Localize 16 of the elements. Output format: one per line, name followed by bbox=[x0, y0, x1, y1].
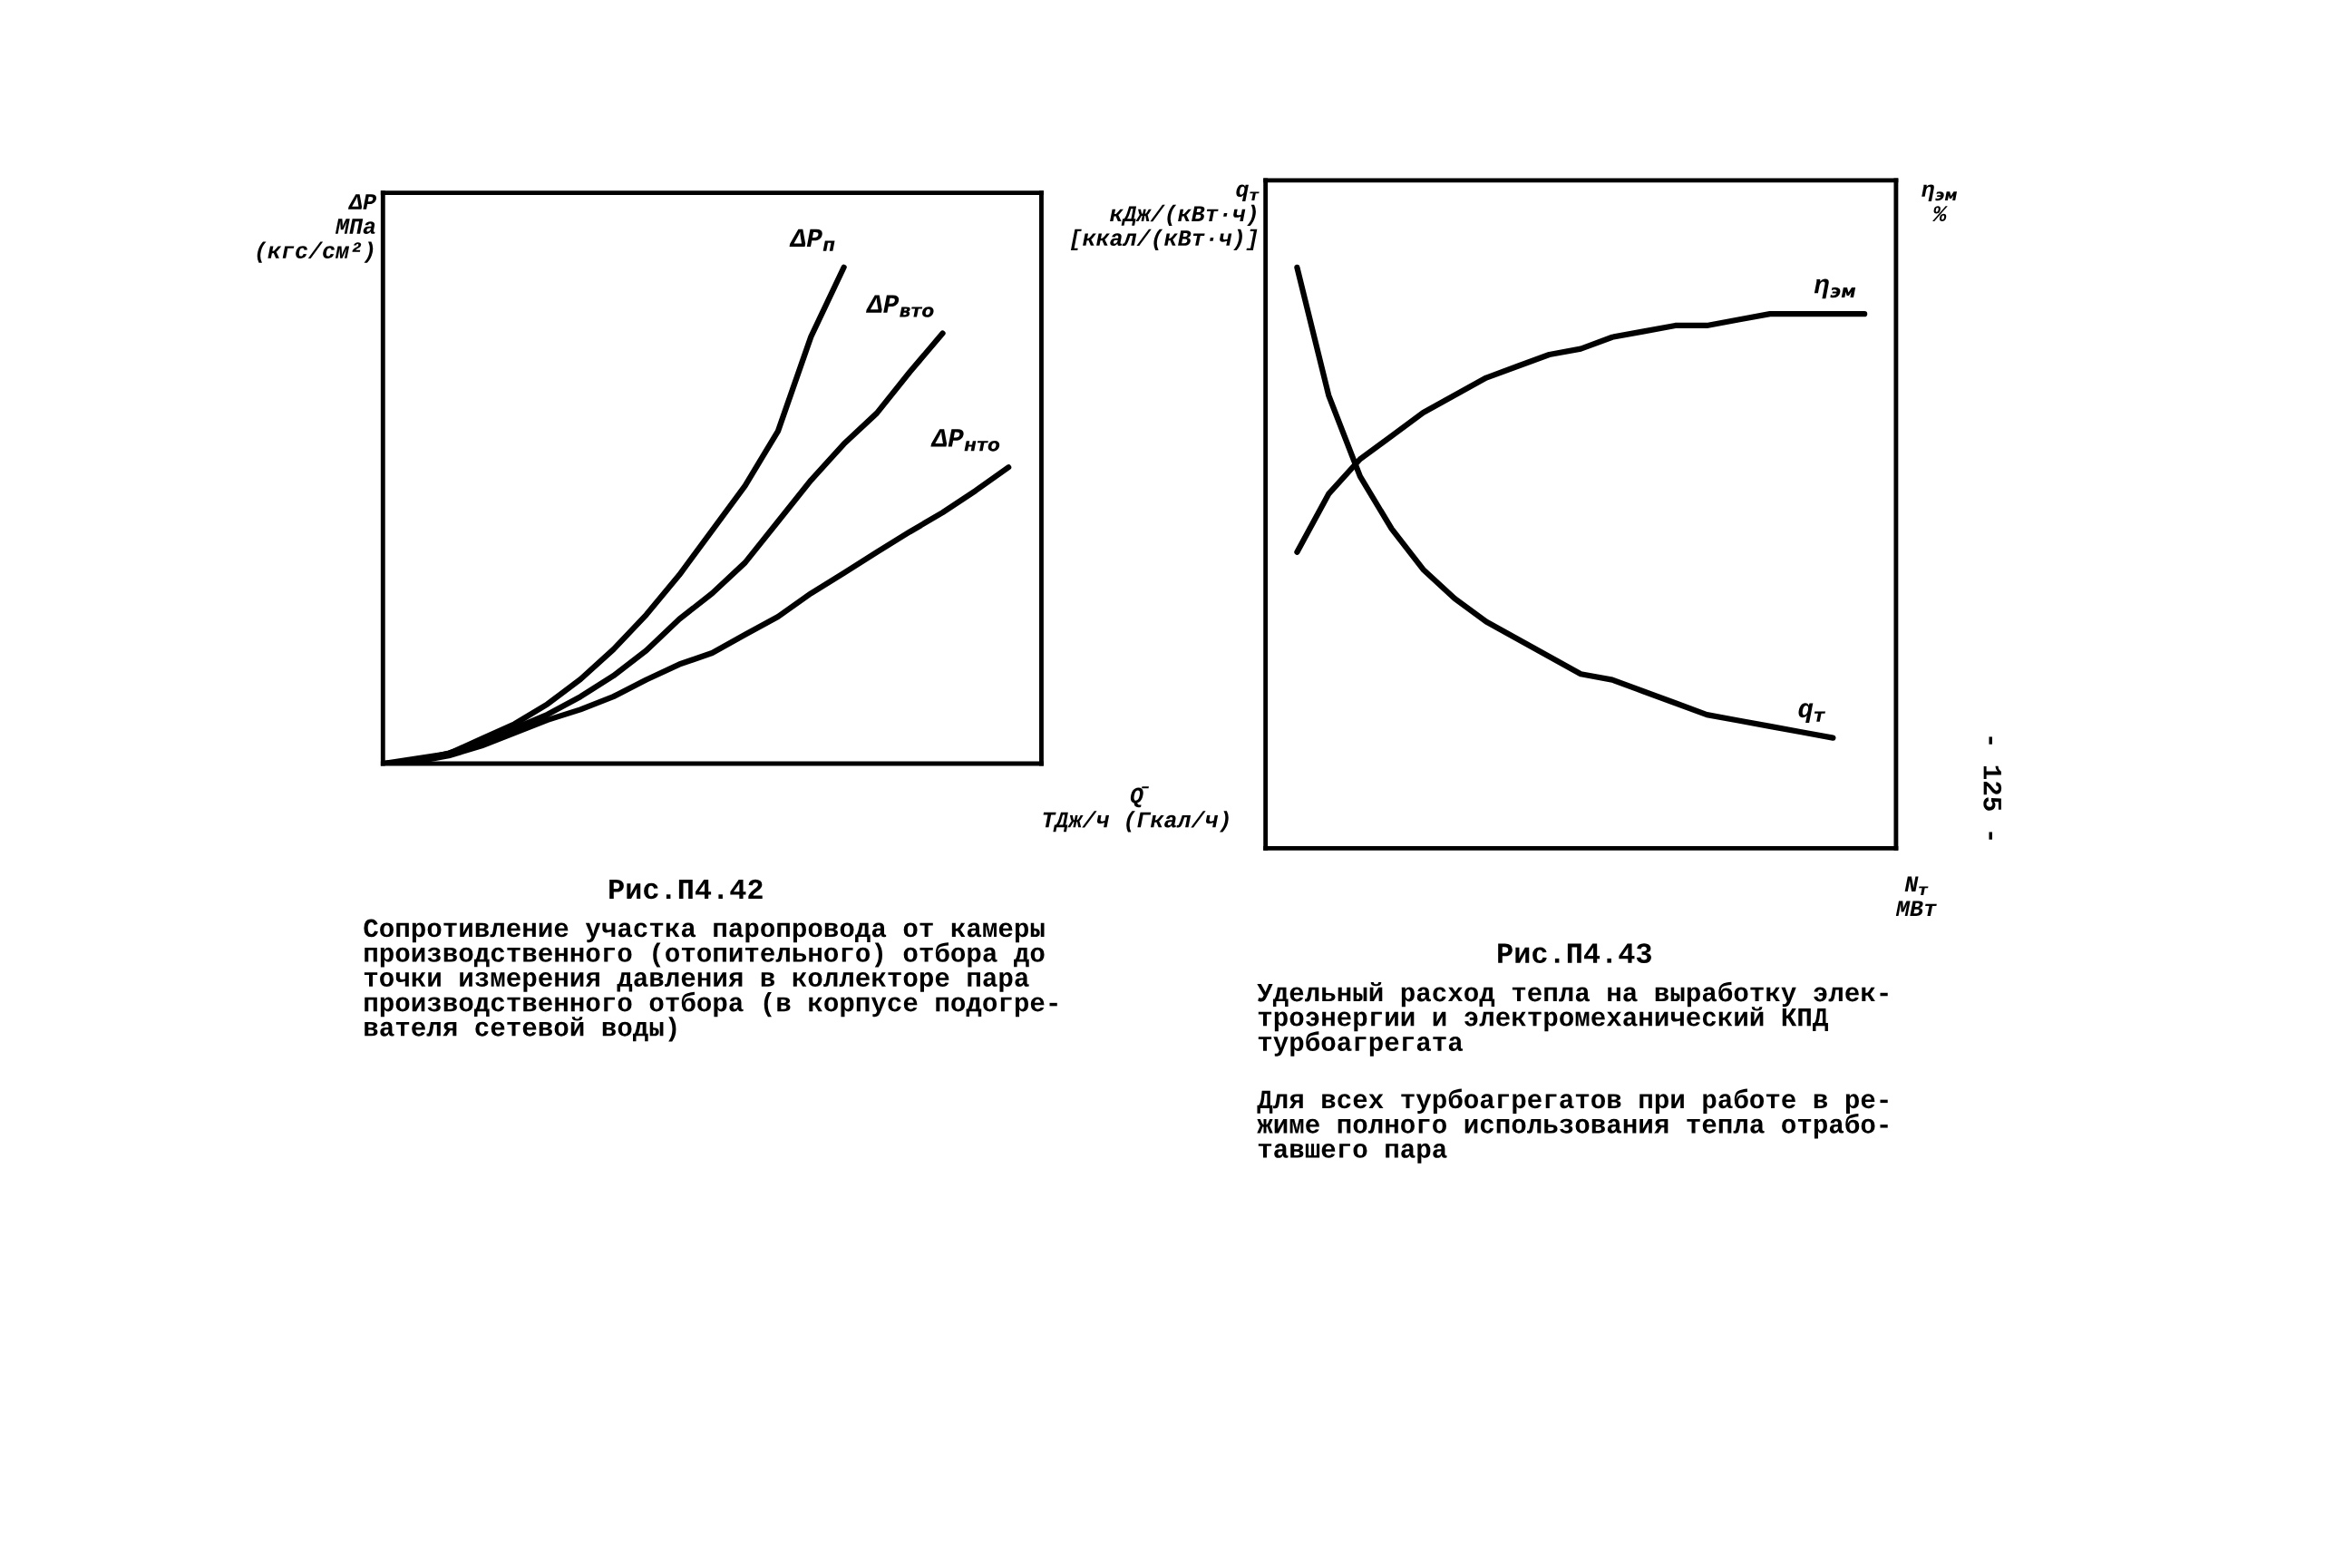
y2-axis-title: η$_{эм}$ % bbox=[1922, 184, 1958, 222]
series-label: ΔP$_{нто}$ bbox=[930, 429, 1000, 452]
series-label: η$_{эм}$ bbox=[1814, 278, 1856, 299]
series-label: ΔP$_{вто}$ bbox=[866, 295, 934, 317]
text: Сопротивление участка паропровода от камеры производственного (отопительного) отбора до точки измерения давления в коллекторе пара производственного отбора (в корпусе подогре- вателя сетевой воды) bbox=[364, 919, 1057, 1042]
y-axis-title: ΔP МПа (кгс/см²) bbox=[257, 194, 377, 263]
x-axis-title: Q̄ ТДж/ч (Гкал/ч) bbox=[1043, 786, 1229, 833]
text: Для всех турбоагрегатов при работе в ре- жиме полного использования тепла отрабо- тавшего пара bbox=[1257, 1088, 1888, 1164]
text: Рис.П4.42 bbox=[609, 879, 763, 900]
text: Удельный расход тепла на выработку элек- троэнергии и электромеханический КПД турбоагрегата bbox=[1257, 981, 1888, 1057]
y-axis-title: q$_{т}$ кДж/(кВт·ч) [ккал/(кВт·ч)] bbox=[1070, 184, 1260, 250]
text: Рис.П4.43 bbox=[1498, 943, 1651, 964]
series-label: ΔP$_{п}$ bbox=[789, 229, 835, 251]
text: - 125 - bbox=[1983, 736, 2002, 840]
series-label: q$_{т}$ bbox=[1798, 703, 1825, 723]
x-axis-title: N$_{т}$ МВт bbox=[1895, 876, 1937, 916]
